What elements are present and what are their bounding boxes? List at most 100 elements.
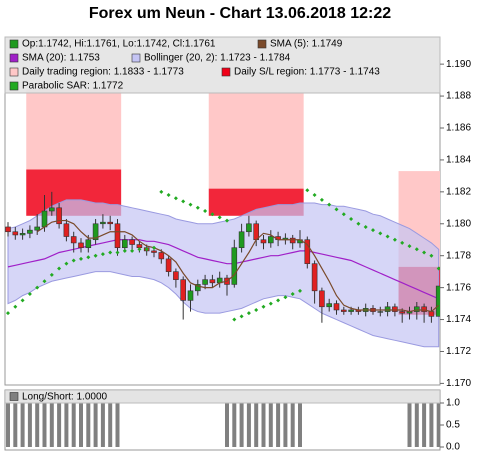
trading-region (208, 92, 304, 189)
sma-line (36, 219, 440, 313)
candle-body (180, 279, 186, 301)
candle-body (70, 236, 77, 244)
sar-dot (305, 188, 310, 193)
candle-body (56, 207, 62, 225)
candle-body (348, 309, 354, 312)
candle-body (107, 221, 113, 225)
candle-body (173, 271, 179, 280)
bar (108, 403, 113, 447)
sar-dot (93, 253, 98, 258)
sar-dot (166, 193, 171, 198)
bar (422, 403, 427, 447)
candle-body (413, 306, 420, 312)
candle-body (333, 303, 340, 311)
sar-dot (429, 253, 434, 258)
candle-body (48, 207, 55, 212)
chart-title: Forex um Neun - Chart 13.06.2018 12:22 (89, 5, 391, 22)
candle-body (209, 279, 216, 284)
candle-body (151, 250, 157, 253)
sar-dot (356, 221, 361, 226)
candle-body (63, 223, 70, 237)
trading-region (26, 89, 122, 170)
sar-dot (385, 234, 390, 239)
legend-swatch (9, 39, 19, 49)
legend-label: Long/Short: 1.0000 (22, 392, 108, 403)
bar (268, 403, 273, 447)
bar (225, 403, 229, 447)
bar (79, 403, 83, 447)
candle-body (41, 210, 48, 228)
candle-body (78, 242, 84, 249)
sar-dot (349, 216, 354, 221)
bar (239, 403, 244, 447)
y-tick-label: 1.188 (446, 91, 471, 102)
sar-dot (422, 250, 427, 255)
y-tick-label: 1.180 (446, 218, 471, 229)
bar (35, 403, 40, 447)
y-tick-label: 1.0 (446, 398, 460, 409)
candle-body (253, 223, 259, 241)
legend-swatch (9, 67, 19, 77)
legend-swatch (9, 53, 19, 63)
bar (283, 403, 288, 447)
y-tick-label: 1.172 (446, 346, 471, 357)
legend: Op:1.1742, Hi:1.1761, Lo:1.1742, Cl:1.17… (4, 36, 441, 94)
sar-dot (290, 292, 295, 297)
lower-panel: Long/Short: 1.0000 (5, 390, 440, 447)
bar (261, 403, 266, 447)
bar (49, 403, 54, 447)
bar (64, 403, 69, 447)
candle-body (421, 306, 427, 312)
candle-body (202, 279, 208, 285)
candle-body (158, 252, 165, 260)
sar-dot (298, 288, 302, 293)
legend-swatch (257, 39, 267, 49)
candle-body (195, 284, 201, 292)
bar (42, 403, 47, 447)
bar (57, 403, 62, 447)
candle-body (311, 263, 318, 292)
sar-dot (210, 212, 215, 217)
candle-body (326, 303, 333, 308)
candle-body (435, 285, 440, 317)
bar (27, 403, 32, 447)
bar (100, 403, 105, 447)
bar (429, 403, 434, 447)
sar-dot (181, 199, 186, 204)
y-tick-label: 1.182 (446, 186, 471, 197)
y-axis: 1.170 1.172 1.174 1.176 1.178 1.180 1.182 1.184… (440, 59, 471, 389)
bar (436, 403, 440, 447)
candle-body (129, 239, 135, 245)
candle-body (12, 231, 19, 236)
sar-dot (378, 231, 383, 236)
candle-body (267, 236, 274, 244)
y-tick-label: 1.170 (446, 378, 471, 389)
legend-label: Daily S/L region: 1.1773 - 1.1743 (234, 67, 380, 78)
main-panel (5, 89, 440, 348)
sar-dot (225, 218, 229, 223)
candle-body (114, 223, 121, 249)
sar-dot (108, 250, 113, 255)
bar (290, 403, 295, 447)
candle-body (231, 247, 238, 285)
candle-body (340, 309, 347, 312)
sar-dot (115, 250, 120, 255)
legend-swatch (9, 81, 19, 91)
bar (254, 403, 259, 447)
candle-body (289, 237, 296, 244)
legend-label: Bollinger (20, 2): 1.1723 - 1.1784 (144, 53, 291, 64)
sar-dot (35, 285, 40, 290)
sar-dot (203, 209, 208, 213)
y-tick-label: 1.174 (446, 314, 471, 325)
sar-dot (276, 298, 281, 303)
legend-label: SMA (20): 1.1753 (22, 53, 100, 64)
candle-body (246, 223, 252, 233)
candle-body (304, 239, 311, 264)
sar-dot (436, 266, 440, 271)
sar-dot (334, 207, 339, 212)
legend-box (5, 390, 440, 404)
bar (276, 403, 281, 447)
legend-label: Daily trading region: 1.1833 - 1.1773 (22, 67, 184, 78)
candle-body (377, 311, 384, 313)
